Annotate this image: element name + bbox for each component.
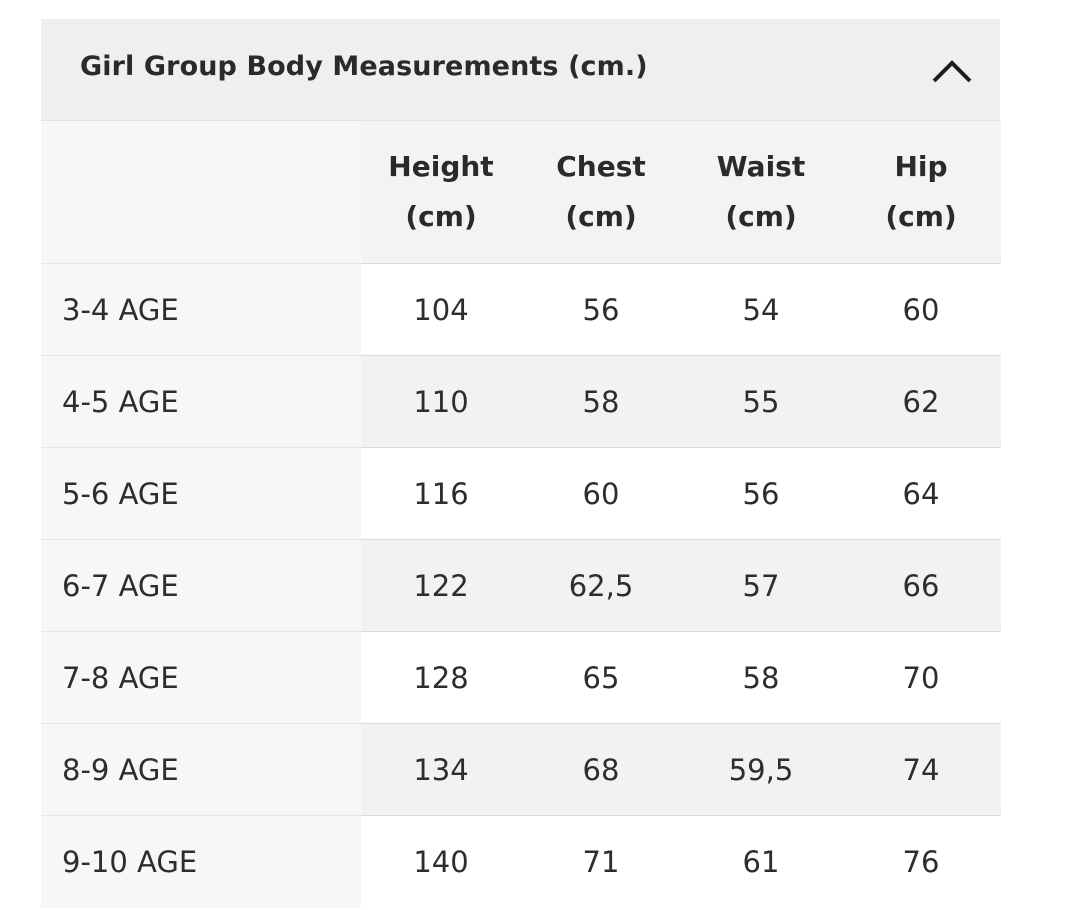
cell-waist: 54: [681, 263, 841, 356]
table-row: 7-8 AGE 128 65 58 70: [41, 631, 1001, 724]
table-row: 8-9 AGE 134 68 59,5 74: [41, 723, 1001, 816]
table-row: 5-6 AGE 116 60 56 64: [41, 447, 1001, 540]
header-height-unit: (cm): [405, 200, 477, 233]
cell-waist: 58: [681, 631, 841, 724]
cell-chest: 58: [521, 355, 681, 448]
table-row: 4-5 AGE 110 58 55 62: [41, 355, 1001, 448]
cell-height: 110: [361, 355, 521, 448]
cell-hip: 74: [841, 723, 1001, 816]
table-row: 6-7 AGE 122 62,5 57 66: [41, 539, 1001, 632]
cell-chest: 71: [521, 815, 681, 908]
cell-height: 128: [361, 631, 521, 724]
cell-chest: 62,5: [521, 539, 681, 632]
cell-hip: 64: [841, 447, 1001, 540]
row-age-label: 9-10 AGE: [41, 815, 361, 908]
cell-hip: 76: [841, 815, 1001, 908]
cell-chest: 68: [521, 723, 681, 816]
accordion-header[interactable]: Girl Group Body Measurements (cm.): [41, 19, 1000, 121]
cell-hip: 70: [841, 631, 1001, 724]
cell-chest: 60: [521, 447, 681, 540]
cell-hip: 62: [841, 355, 1001, 448]
cell-height: 122: [361, 539, 521, 632]
cell-height: 134: [361, 723, 521, 816]
row-age-label: 8-9 AGE: [41, 723, 361, 816]
cell-hip: 60: [841, 263, 1001, 356]
row-age-label: 3-4 AGE: [41, 263, 361, 356]
header-height: Height (cm): [361, 121, 521, 264]
cell-height: 116: [361, 447, 521, 540]
header-waist-unit: (cm): [725, 200, 797, 233]
table-row: 3-4 AGE 104 56 54 60: [41, 263, 1001, 356]
header-hip-label: Hip: [894, 150, 948, 183]
cell-chest: 56: [521, 263, 681, 356]
accordion-title: Girl Group Body Measurements (cm.): [80, 51, 648, 82]
row-age-label: 6-7 AGE: [41, 539, 361, 632]
header-hip: Hip (cm): [841, 121, 1001, 264]
cell-chest: 65: [521, 631, 681, 724]
row-age-label: 7-8 AGE: [41, 631, 361, 724]
header-hip-unit: (cm): [885, 200, 957, 233]
cell-waist: 59,5: [681, 723, 841, 816]
cell-waist: 61: [681, 815, 841, 908]
cell-height: 140: [361, 815, 521, 908]
cell-hip: 66: [841, 539, 1001, 632]
size-chart-panel: Girl Group Body Measurements (cm.) Heigh…: [41, 19, 1001, 910]
row-age-label: 5-6 AGE: [41, 447, 361, 540]
header-waist-label: Waist: [716, 150, 806, 183]
header-chest-unit: (cm): [565, 200, 637, 233]
measurements-table: Height (cm) Chest (cm) Waist (cm) Hip (c…: [41, 121, 1001, 908]
cell-waist: 55: [681, 355, 841, 448]
cell-waist: 56: [681, 447, 841, 540]
cell-height: 104: [361, 263, 521, 356]
row-age-label: 4-5 AGE: [41, 355, 361, 448]
header-chest-label: Chest: [556, 150, 646, 183]
header-height-label: Height: [388, 150, 494, 183]
header-chest: Chest (cm): [521, 121, 681, 264]
cell-waist: 57: [681, 539, 841, 632]
table-row: 9-10 AGE 140 71 61 76: [41, 815, 1001, 908]
header-corner-cell: [41, 121, 361, 264]
chevron-up-icon[interactable]: [931, 55, 973, 85]
table-header-row: Height (cm) Chest (cm) Waist (cm) Hip (c…: [41, 121, 1001, 264]
header-waist: Waist (cm): [681, 121, 841, 264]
